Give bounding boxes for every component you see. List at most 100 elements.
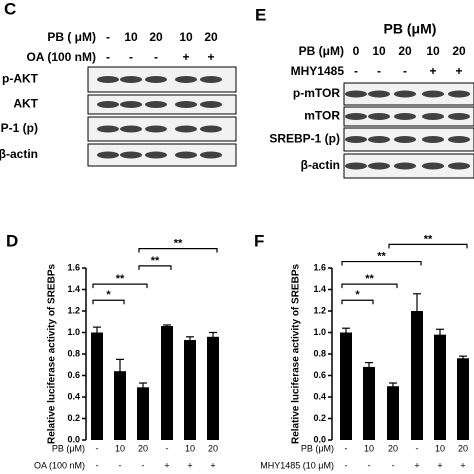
blot-band [345, 136, 367, 143]
y-tick-label: 0.8 [313, 348, 326, 358]
blot-band [448, 90, 470, 98]
lane-label: - [354, 64, 358, 78]
lane-label: + [455, 64, 462, 78]
y-tick-label: 0.8 [67, 348, 80, 358]
blot-band [368, 113, 390, 120]
panel-letter: F [254, 231, 264, 250]
error-bar [186, 336, 194, 344]
y-tick-label: 0.4 [67, 391, 80, 401]
category-label: 10 [435, 443, 445, 453]
blot-band [120, 101, 142, 108]
blot-band [368, 90, 390, 98]
category-label: 10 [185, 443, 195, 453]
bar [457, 358, 469, 440]
error-bar [342, 327, 350, 337]
y-axis-label: Relative luciferase activity of SREBPs [47, 264, 58, 445]
significance-label: ** [116, 273, 125, 285]
blot-band [368, 136, 390, 143]
error-bar [413, 293, 421, 329]
blot-band [97, 125, 119, 133]
bar [207, 336, 219, 440]
error-bar [93, 326, 101, 338]
lane-label: - [403, 64, 407, 78]
blot-band [120, 125, 142, 133]
lane-label: - [129, 50, 133, 64]
y-tick-label: 1.2 [313, 305, 326, 315]
error-bar [459, 355, 467, 361]
blot-band [145, 151, 167, 159]
blot-band [345, 113, 367, 120]
blot-band [175, 101, 197, 108]
category-label: - [345, 460, 348, 470]
error-bar [163, 324, 171, 328]
blot-band [345, 90, 367, 98]
y-tick-label: 1.0 [67, 327, 80, 337]
significance-bracket [388, 243, 468, 249]
blot-band [145, 125, 167, 133]
category-label: + [437, 460, 442, 470]
category-label: + [187, 460, 192, 470]
lane-label: + [207, 50, 214, 64]
lane-label: + [429, 64, 436, 78]
row-label: PB (μM) [299, 44, 344, 58]
blot-band [448, 162, 470, 170]
bar [161, 326, 173, 440]
blot-band [422, 162, 444, 170]
y-tick-label: 0.0 [313, 434, 326, 444]
significance-bracket [92, 283, 148, 289]
significance-bracket [341, 260, 422, 266]
significance-label: ** [424, 233, 433, 245]
category-label: - [142, 460, 145, 470]
lane-label: 20 [149, 30, 163, 44]
lane-label: 10 [372, 44, 386, 58]
category-label: - [416, 443, 419, 453]
blot-band [200, 151, 222, 159]
significance-label: * [355, 289, 360, 301]
significance-label: ** [365, 273, 374, 285]
category-label: 20 [138, 443, 148, 453]
category-label: + [164, 460, 169, 470]
blot-band [422, 136, 444, 143]
lane-label: 20 [452, 44, 466, 58]
blot-label: SREBP-1 (p) [269, 132, 340, 146]
lane-label: 10 [426, 44, 440, 58]
significance-bracket [92, 299, 125, 305]
row-label: OA (100 nM) [26, 50, 96, 64]
blot-label: AKT [13, 97, 38, 111]
bar [340, 332, 352, 440]
y-tick-label: 0.0 [67, 434, 80, 444]
y-tick-label: 0.6 [67, 370, 80, 380]
bar [387, 386, 399, 440]
lane-label: 20 [398, 44, 412, 58]
y-tick-label: 0.2 [313, 413, 326, 423]
lane-label: - [154, 50, 158, 64]
panel-letter: E [255, 5, 266, 24]
blot-band [145, 101, 167, 108]
bar [137, 387, 149, 440]
bar [91, 332, 103, 440]
lane-label: - [106, 30, 110, 44]
error-bar [139, 382, 147, 392]
panel-title: PB (μM) [384, 21, 437, 37]
category-label: - [119, 460, 122, 470]
row-label: MHY1485 [291, 64, 345, 78]
category-label: 10 [115, 443, 125, 453]
bar [411, 311, 423, 440]
category-label: 10 [364, 443, 374, 453]
significance-label: ** [151, 255, 160, 267]
category-label: - [166, 443, 169, 453]
blot-band [368, 162, 390, 170]
blot-band [448, 136, 470, 143]
y-tick-label: 1.4 [313, 284, 326, 294]
significance-label: * [106, 289, 111, 301]
blot-label: p-AKT [2, 72, 39, 86]
error-bar [209, 331, 217, 342]
bar [184, 340, 196, 440]
blot-band [120, 76, 142, 83]
error-bar [389, 382, 397, 390]
blot-band [394, 136, 416, 143]
y-tick-label: 1.6 [313, 262, 326, 272]
y-tick-label: 0.2 [67, 413, 80, 423]
row-label: PB ( μM) [47, 30, 96, 44]
